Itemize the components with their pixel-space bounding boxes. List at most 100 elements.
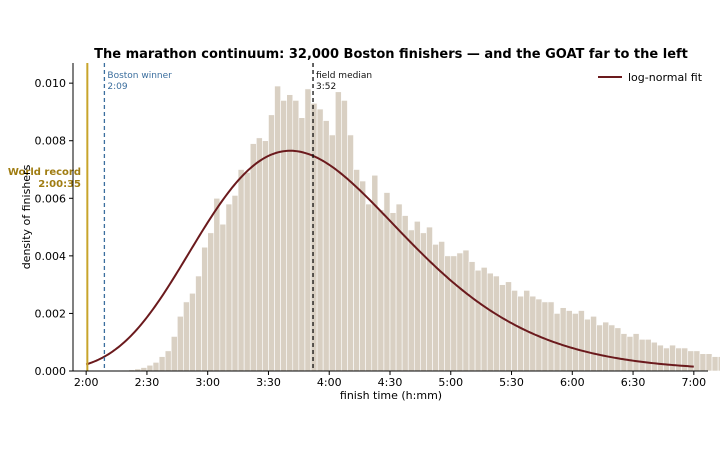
y-axis-label: density of finishers xyxy=(20,164,33,269)
histogram-bar xyxy=(274,85,281,372)
histogram-bar xyxy=(705,353,713,372)
histogram-bar xyxy=(565,310,573,372)
histogram-bar xyxy=(407,229,415,372)
histogram-bar xyxy=(146,364,154,372)
histogram-bar xyxy=(413,221,421,372)
histogram-bar xyxy=(462,249,470,372)
histogram-bar xyxy=(140,367,148,372)
histogram-bar xyxy=(644,339,652,372)
histogram-bar xyxy=(711,356,719,372)
world-record-time: 2:00:35 xyxy=(38,179,81,190)
histogram-bar xyxy=(322,120,330,372)
world-record-label: World record xyxy=(8,167,81,178)
log-normal-fit-curve xyxy=(85,149,694,368)
histogram-bar xyxy=(480,267,488,372)
histogram-bar xyxy=(541,301,549,372)
axes: 2:00 2:30 3:00 3:30 4:00 4:30 5:00 5:30 6:00 6:30… xyxy=(35,63,708,389)
histogram-bar xyxy=(456,252,464,372)
histogram-bar xyxy=(444,255,452,372)
histogram-bar xyxy=(207,232,215,372)
histogram-bar xyxy=(432,244,439,372)
histogram-bar xyxy=(316,108,324,372)
histogram-bar xyxy=(559,307,567,372)
histogram-bar xyxy=(152,362,160,372)
histogram-bar xyxy=(335,91,342,372)
field-median-value: 3:52 xyxy=(316,82,336,92)
histogram-bar xyxy=(359,180,366,372)
histogram-bar xyxy=(231,195,239,372)
histogram-bar xyxy=(571,313,579,372)
histogram-bar xyxy=(219,223,227,372)
histogram-bar xyxy=(262,140,269,372)
histogram-bar xyxy=(183,301,190,372)
histogram-bar xyxy=(608,324,616,372)
histogram-bar xyxy=(256,137,263,372)
histogram-bar xyxy=(249,143,257,372)
histogram-bar xyxy=(164,350,172,372)
histogram-bar xyxy=(298,117,306,372)
legend: log-normal fit xyxy=(598,71,703,84)
histogram-bar xyxy=(158,356,166,372)
y-tick-label: 0.008 xyxy=(35,135,67,148)
histogram-bar xyxy=(505,281,512,372)
histogram-bar xyxy=(717,356,720,372)
boston-winner-value: 2:09 xyxy=(107,82,127,92)
histogram-bar xyxy=(426,226,433,372)
histogram-bar xyxy=(492,275,500,372)
histogram-bar xyxy=(681,347,689,372)
x-tick-label: 3:00 xyxy=(195,376,220,389)
histogram-bar xyxy=(638,339,646,372)
histogram-bar xyxy=(657,344,664,372)
x-tick-label: 2:30 xyxy=(135,376,160,389)
histogram-bar xyxy=(177,316,184,372)
x-tick-label: 4:30 xyxy=(378,376,403,389)
histogram-bar xyxy=(699,353,707,372)
boston-winner-label: Boston winner xyxy=(107,71,172,81)
histogram-bar xyxy=(468,261,476,372)
histogram-bar xyxy=(693,350,701,372)
histogram-bar xyxy=(353,169,360,372)
x-tick-label: 6:00 xyxy=(560,376,585,389)
histogram-bar xyxy=(341,100,348,372)
histogram-bar xyxy=(596,324,603,372)
histogram-bar xyxy=(590,316,597,372)
histogram-bar xyxy=(486,272,494,372)
y-tick-label: 0.010 xyxy=(35,77,67,90)
histogram-bar xyxy=(687,350,695,372)
x-tick-label: 5:30 xyxy=(499,376,524,389)
histogram-bar xyxy=(602,321,610,372)
histogram-bar xyxy=(213,197,221,372)
y-tick-label: 0.002 xyxy=(35,307,67,320)
x-tick-label: 4:00 xyxy=(317,376,342,389)
x-tick-label: 5:00 xyxy=(438,376,463,389)
histogram-bar xyxy=(201,246,208,372)
histogram-bar xyxy=(511,290,518,372)
x-tick-label: 3:30 xyxy=(256,376,281,389)
chart-title: The marathon continuum: 32,000 Boston fi… xyxy=(94,47,688,62)
histogram-bar xyxy=(547,301,555,372)
histogram-bar xyxy=(243,172,251,372)
histogram-bar xyxy=(195,275,202,372)
histogram-bar xyxy=(225,203,233,372)
histogram-bar xyxy=(292,100,300,372)
x-axis-label: finish time (h:mm) xyxy=(340,389,442,402)
histogram-bars xyxy=(122,85,720,372)
histogram-bar xyxy=(377,209,385,372)
histogram-bar xyxy=(584,318,591,372)
histogram-bar xyxy=(450,255,458,372)
histogram-bar xyxy=(389,212,397,372)
x-tick-label: 6:30 xyxy=(621,376,646,389)
histogram-bar xyxy=(578,310,585,372)
histogram-bar xyxy=(614,327,622,372)
histogram-bar xyxy=(620,333,628,372)
histogram-bar xyxy=(304,88,312,372)
legend-label-log-normal-fit: log-normal fit xyxy=(628,71,703,84)
histogram-bar xyxy=(189,292,196,372)
histogram-bar xyxy=(499,284,506,372)
histogram-bar xyxy=(280,100,287,372)
histogram-bar xyxy=(347,134,354,372)
histogram-bar xyxy=(170,336,178,372)
histogram-bar xyxy=(675,347,682,372)
